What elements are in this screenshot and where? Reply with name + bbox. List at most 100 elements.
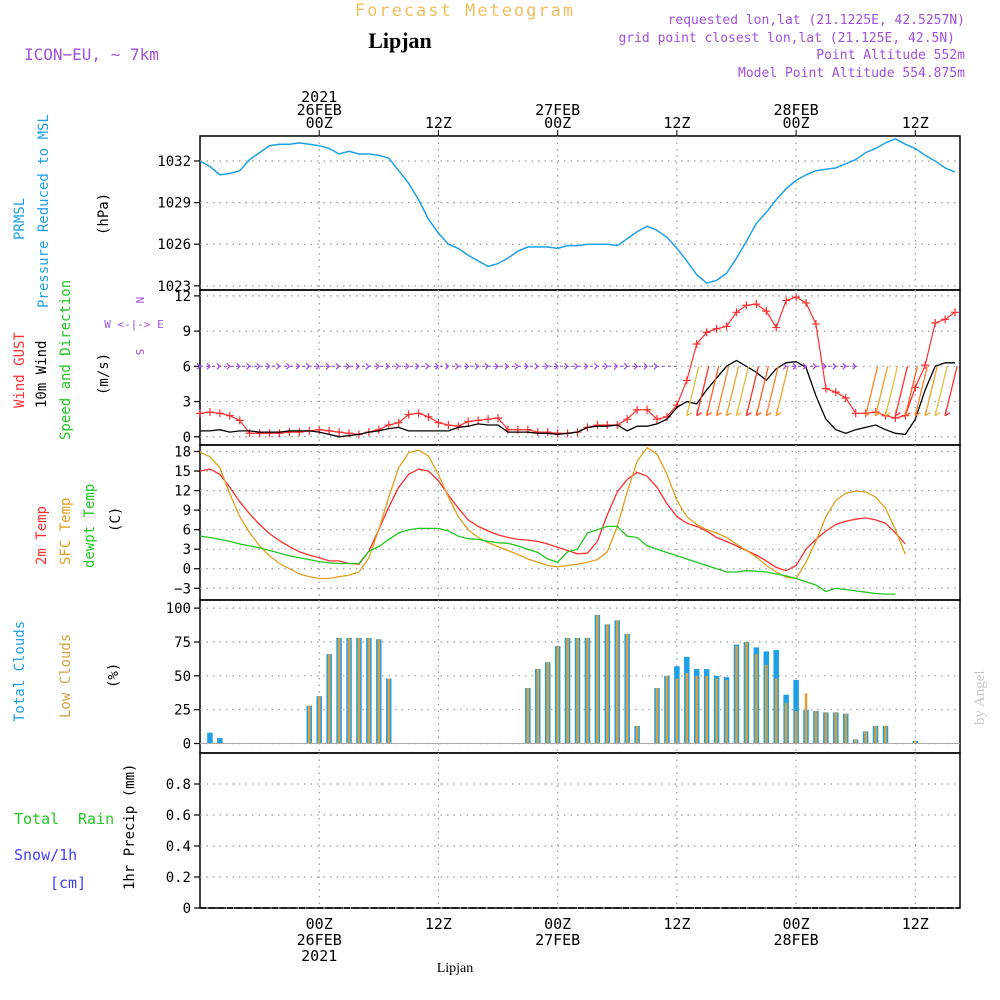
wind-gust-marker [235, 416, 244, 425]
top-time-label: 00Z [544, 114, 571, 132]
wind-direction-arrow [583, 362, 589, 370]
precip-tick-label: 0.8 [166, 777, 191, 793]
wind-direction-arrow [375, 362, 380, 370]
low-cloud-bar [834, 712, 838, 744]
wind-gust-marker [484, 415, 493, 424]
wind-direction-arrow [812, 362, 817, 370]
wind-direction-arrow [196, 362, 201, 370]
wind-vector-head [874, 409, 881, 417]
wind-vector [934, 366, 948, 416]
wind-gust-marker [732, 308, 741, 317]
wind-tick-label: 0 [183, 430, 191, 446]
axis-tick-labels: 1023102610291032036912−30369121518025507… [157, 154, 191, 917]
low-cloud-bar [685, 673, 689, 744]
wind-gust-marker [404, 410, 413, 419]
wind-direction-arrow [524, 362, 529, 370]
wind-gust-marker [851, 409, 860, 418]
wind-gust-marker [454, 422, 463, 431]
wind-direction-arrow [415, 362, 420, 370]
wind-gust-marker [762, 307, 771, 316]
wind-gust-marker [474, 416, 483, 425]
temperature-panel [199, 444, 961, 601]
wind-direction-arrow [355, 362, 360, 370]
wind-direction-arrow [574, 362, 579, 370]
total-cloud-bar [207, 732, 213, 744]
pressure-tick-label: 1023 [157, 279, 191, 295]
wind-direction-arrow [385, 362, 390, 370]
wind-vector [755, 366, 769, 416]
wind-direction-arrow [802, 362, 807, 370]
model-label: ICON−EU, ∼ 7km [24, 45, 159, 64]
wind-direction-arrow [623, 362, 629, 370]
wind-direction-arrow [613, 362, 619, 370]
low-cloud-bar [884, 725, 887, 744]
pressure-label: Pressure Reduced to MSL [36, 114, 52, 308]
wind-direction-arrow [504, 362, 509, 370]
dewpt-temp-line [199, 525, 896, 595]
low-cloud-bar [546, 662, 550, 744]
wind-gust-marker [215, 409, 224, 418]
compass-we: W <-|-> E [104, 318, 164, 331]
wind-direction-arrow [256, 362, 261, 370]
wind-gust-marker [921, 361, 930, 370]
low-cloud-bar [566, 637, 569, 744]
wind-direction-arrow [434, 362, 440, 370]
wind-direction-arrow [295, 362, 301, 370]
precip-tick-label: 0.4 [166, 839, 191, 855]
wind-vector [864, 366, 879, 416]
grid-point-coords: grid point closest lon,lat (21.125E, 42.… [618, 31, 955, 46]
wind-direction-arrow [226, 362, 231, 370]
wind-gust-label: Wind GUST [12, 332, 28, 408]
wind-gust-marker [782, 296, 791, 305]
wind-direction-arrow [633, 362, 639, 370]
pressure-panel [199, 135, 961, 291]
wind-gust-marker [384, 421, 393, 430]
low-cloud-bar [576, 637, 579, 744]
temp-2m-line [199, 468, 906, 572]
wind-gust-marker [831, 388, 840, 397]
low-cloud-bar [864, 731, 867, 744]
precip-tick-label: 0.2 [166, 870, 191, 886]
wind-direction-arrow [832, 362, 837, 370]
wind-direction-arrow [276, 362, 281, 370]
low-cloud-bar [327, 654, 331, 744]
wind-vector [686, 366, 700, 416]
wind-gust-marker [811, 320, 820, 329]
wind-gust-marker [682, 376, 691, 385]
wind-direction-arrow [425, 362, 430, 370]
precip-unit: 1hr Precip (mm) [122, 764, 138, 890]
low-cloud-bar [665, 675, 669, 744]
wind-direction-arrow [514, 362, 519, 370]
wind-direction-arrow [266, 362, 271, 370]
low-cloud-bar [814, 711, 818, 744]
precip-tick-label: 0 [183, 901, 191, 917]
wind-vector-head [775, 409, 782, 417]
top-time-label: 12Z [902, 114, 929, 132]
low-cloud-bar [844, 713, 848, 744]
wind-vector-head [706, 409, 713, 417]
wind-gust-marker [752, 300, 761, 309]
wind-gust-marker [722, 322, 731, 331]
wind-gust-marker [772, 323, 781, 332]
wind-gust-marker [802, 298, 811, 307]
low-cloud-bar [536, 669, 540, 744]
total-rain-label-2: Rain [78, 810, 114, 828]
wind-direction-arrow [315, 362, 321, 370]
wind-gust-marker [931, 318, 940, 327]
wind-gust-marker [196, 409, 204, 418]
clouds-tick-label: 50 [174, 669, 191, 685]
wind-gust-marker [255, 429, 264, 438]
wind-gust-marker [424, 412, 433, 421]
low-cloud-bar [347, 637, 351, 744]
wind-vector-head [715, 409, 722, 417]
compass-south: S [133, 349, 146, 356]
temperature-tick-label: −3 [174, 581, 191, 597]
temperature-tick-label: 12 [174, 484, 191, 500]
low-cloud-bar [596, 614, 599, 744]
bottom-time-label: 2021 [301, 947, 337, 965]
clouds-tick-label: 0 [183, 737, 191, 753]
wind-gust-marker [712, 324, 721, 333]
low-cloud-bar [764, 664, 768, 744]
